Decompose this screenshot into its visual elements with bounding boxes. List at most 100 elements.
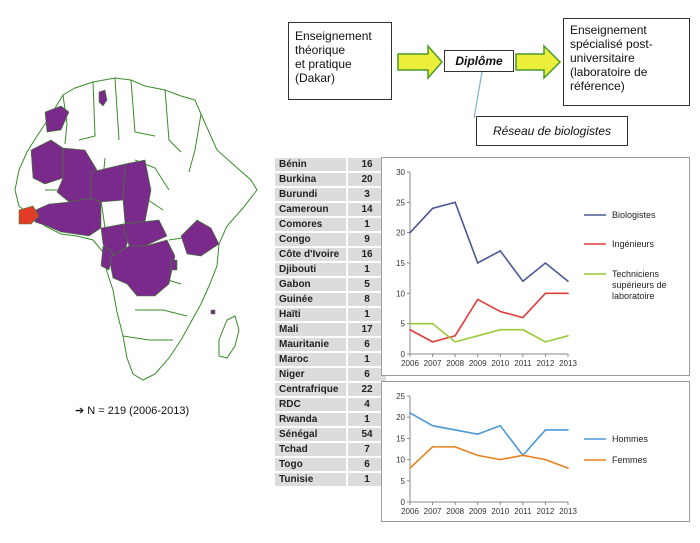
data-point — [431, 207, 434, 210]
country-name: Maroc — [275, 352, 347, 368]
country-name: Mauritanie — [275, 337, 347, 353]
data-point — [544, 341, 547, 343]
data-point — [567, 429, 569, 431]
x-tick-label: 2008 — [446, 507, 464, 516]
data-point — [431, 446, 434, 448]
teaching-line: théorique — [295, 43, 346, 57]
legend-label: supérieurs de — [612, 280, 667, 290]
data-point — [499, 458, 502, 461]
country-count: 1 — [346, 307, 386, 323]
specialized-line: référence) — [570, 79, 625, 93]
country-count: 1 — [346, 412, 386, 428]
country-count: 14 — [346, 202, 386, 218]
x-tick-label: 2007 — [424, 507, 442, 516]
country-name: Côte d'Ivoire — [275, 247, 347, 263]
table-row: Mali 17 — [275, 322, 386, 338]
y-tick-label: 30 — [396, 168, 405, 177]
y-tick-label: 15 — [396, 434, 405, 443]
table-row: Tunisie 1 — [275, 472, 386, 488]
table-row: Centrafrique 22 — [275, 382, 386, 398]
country-highlight-gabon — [100, 245, 114, 271]
country-name: Comores — [275, 217, 347, 233]
table-row: Maroc 1 — [275, 352, 386, 368]
table-row: Rwanda 1 — [275, 412, 386, 428]
arrow-to-specialized-icon — [515, 44, 562, 80]
data-point — [454, 341, 456, 343]
y-tick-label: 10 — [396, 289, 405, 298]
data-point — [567, 335, 569, 337]
legend-label: Femmes — [612, 455, 648, 465]
country-highlight-burundi — [170, 259, 178, 271]
data-point — [544, 262, 547, 264]
data-point — [476, 298, 479, 301]
country-count: 16 — [346, 158, 386, 173]
y-tick-label: 25 — [396, 392, 405, 401]
x-tick-label: 2013 — [559, 359, 577, 368]
teaching-box: Enseignement théorique et pratique (Daka… — [288, 22, 392, 100]
country-count: 54 — [346, 427, 386, 443]
country-highlight-maroc — [44, 105, 70, 133]
table-row: Gabon 5 — [275, 277, 386, 293]
country-name: Tchad — [275, 442, 347, 458]
x-tick-label: 2008 — [446, 359, 464, 368]
data-point — [522, 454, 524, 457]
data-point — [499, 328, 502, 331]
series-line-2 — [410, 322, 569, 343]
data-point — [476, 454, 479, 457]
country-name: Burkina — [275, 172, 347, 188]
country-name: RDC — [275, 397, 347, 413]
table-row: Burkina 20 — [275, 172, 386, 188]
data-point — [431, 322, 434, 325]
country-count: 6 — [346, 457, 386, 473]
network-connector — [473, 72, 483, 118]
country-count: 9 — [346, 232, 386, 248]
data-point — [409, 467, 411, 469]
diplome-label: Diplôme — [455, 54, 503, 68]
y-tick-label: 20 — [396, 413, 405, 422]
country-highlight-comores — [210, 309, 216, 315]
country-count: 6 — [346, 337, 386, 353]
country-highlight-west — [30, 197, 102, 237]
country-highlight-congo-rdc — [108, 239, 176, 297]
data-point — [476, 335, 479, 337]
data-point — [409, 328, 411, 331]
country-count: 5 — [346, 277, 386, 293]
table-row: Niger 6 — [275, 367, 386, 383]
total-arrow-icon: ➔ — [75, 405, 85, 417]
country-name: Djibouti — [275, 262, 347, 278]
x-tick-label: 2012 — [537, 507, 555, 516]
x-tick-label: 2007 — [424, 359, 442, 368]
table-row: Comores 1 — [275, 217, 386, 233]
specialized-box: Enseignement spécialisé post- universita… — [563, 18, 690, 106]
chart-gender-svg: 0 5 10 15 20 25 2006 2007 2008 2009 2010 2011 2012 20… — [396, 392, 648, 516]
y-tick-label: 25 — [396, 198, 405, 207]
country-name: Burundi — [275, 187, 347, 203]
total-note: ➔ N = 219 (2006-2013) — [75, 404, 189, 417]
table-row: Burundi 3 — [275, 187, 386, 203]
specialized-line: (laboratoire de — [570, 65, 648, 79]
legend-label: laboratoire — [612, 291, 655, 301]
teaching-line: Enseignement — [295, 29, 372, 43]
legend-label: Techniciens — [612, 269, 660, 279]
chart-profession: 0 5 10 15 20 25 30 2006 2007 2008 2009 2010 2011 2012… — [381, 157, 690, 376]
connector-line — [473, 72, 483, 118]
country-count: 20 — [346, 172, 386, 188]
chart-profession-svg: 0 5 10 15 20 25 30 2006 2007 2008 2009 2010 2011 2012… — [396, 168, 667, 368]
data-point — [409, 231, 411, 234]
data-point — [409, 322, 411, 325]
data-point — [567, 292, 569, 295]
flow-arrows — [397, 44, 562, 80]
x-tick-label: 2009 — [469, 507, 487, 516]
country-name: Sénégal — [275, 427, 347, 443]
country-count: 1 — [346, 217, 386, 233]
chart-gender: 0 5 10 15 20 25 2006 2007 2008 2009 2010 2011 2012 20… — [381, 381, 690, 522]
series-line-1 — [409, 446, 569, 469]
y-tick-label: 0 — [401, 350, 406, 359]
series-line-0 — [409, 201, 569, 283]
country-highlight-east — [180, 219, 220, 257]
y-tick-label: 15 — [396, 259, 405, 268]
x-tick-label: 2010 — [491, 359, 509, 368]
data-point — [476, 433, 479, 435]
country-count: 3 — [346, 187, 386, 203]
data-point — [499, 310, 502, 313]
